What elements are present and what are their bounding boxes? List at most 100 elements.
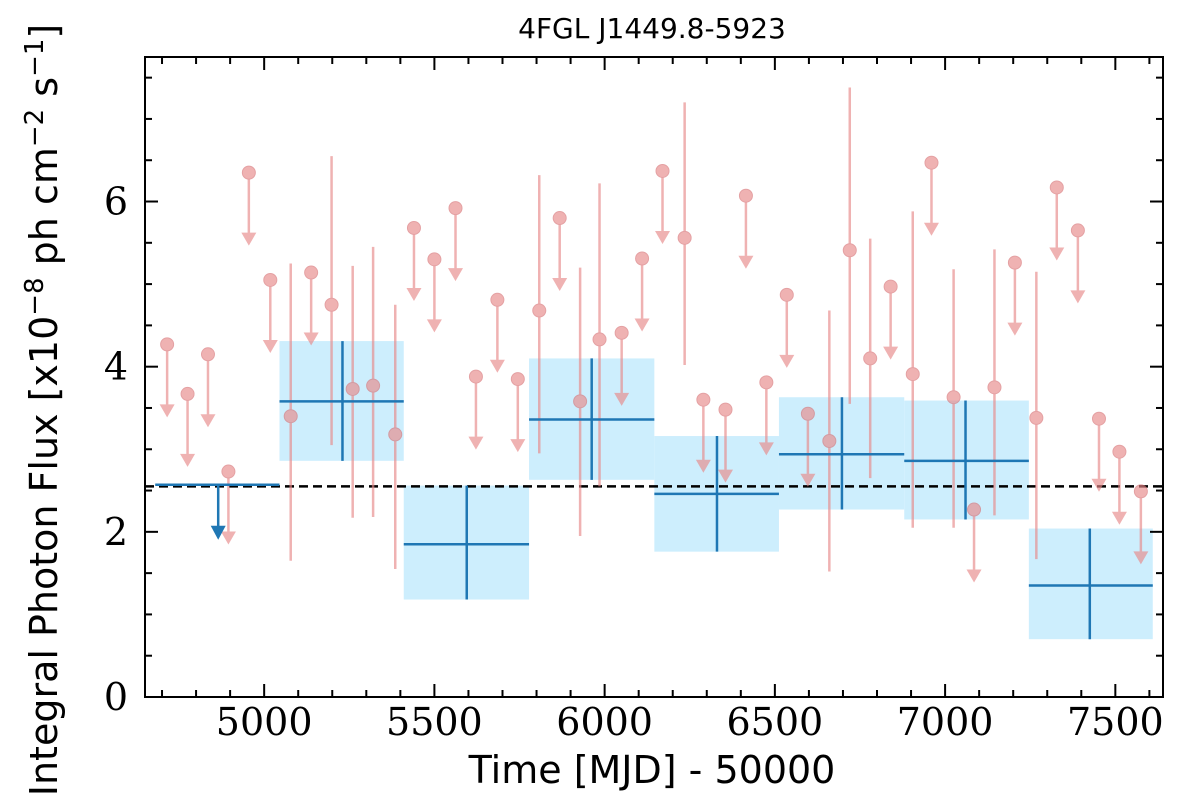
short-bin-upper-limit-arrow <box>448 268 464 282</box>
short-bin-upper-limit-point <box>510 372 525 387</box>
chart-title: 4FGL J1449.8-5923 <box>518 12 786 45</box>
short-bin-upper-limit-point <box>468 369 483 384</box>
short-bin-point <box>987 380 1002 395</box>
short-bin-upper-limit-point <box>427 252 442 267</box>
short-bin-upper-limit-point <box>635 251 650 266</box>
short-bin-upper-limit-arrow <box>303 332 319 346</box>
x-axis-ticks: 5000 5500 6000 6500 7000 7500 <box>161 57 1164 744</box>
short-bin-point <box>592 332 607 347</box>
short-bin-upper-limit-point <box>759 375 774 390</box>
y-axis-label-part: Integral Photon Flux [x10 <box>22 316 66 797</box>
x-tick-label: 5500 <box>386 700 483 744</box>
y-tick-label: 6 <box>104 180 128 224</box>
short-bin-upper-limit-arrow <box>655 230 671 244</box>
y-tick-label: 2 <box>104 510 128 554</box>
short-bin-upper-limit-arrow <box>1133 551 1149 565</box>
short-bin-upper-limit-arrow <box>406 287 422 301</box>
short-bin-upper-limit-arrow <box>159 404 175 418</box>
short-bin-point <box>388 427 403 442</box>
short-bin-upper-limit-point <box>1133 484 1148 499</box>
long-bin-upper-limit-arrow <box>210 525 226 540</box>
short-bin-upper-limit-point <box>1070 223 1085 238</box>
short-bin-upper-limit-point <box>696 392 711 407</box>
short-bin-upper-limit-arrow <box>779 354 795 368</box>
short-bin-point <box>863 351 878 366</box>
y-axis-label-exponent: −8 <box>20 277 50 315</box>
short-bin-upper-limit-arrow <box>200 414 216 428</box>
short-bin-upper-limit-point <box>614 325 629 340</box>
short-bin-upper-limit-arrow <box>800 473 816 487</box>
short-bin-upper-limit-arrow <box>634 318 650 332</box>
short-bin-upper-limit-point <box>406 220 421 235</box>
short-bin-upper-limit-arrow <box>883 346 899 360</box>
x-tick-label: 5000 <box>216 700 313 744</box>
short-bin-point <box>366 378 381 393</box>
short-bin-upper-limit-arrow <box>489 359 505 373</box>
short-bin-upper-limit-point <box>221 464 236 479</box>
axes-frame <box>144 56 1164 698</box>
short-bin-upper-limit-point <box>490 292 505 307</box>
short-bin-upper-limit-arrow <box>1049 247 1065 261</box>
short-bin-upper-limit-point <box>200 347 215 362</box>
x-tick-label: 6000 <box>556 700 653 744</box>
short-bin-upper-limit-point <box>552 211 567 226</box>
short-bin-upper-limit-point <box>1007 255 1022 270</box>
short-bin-upper-limit-arrow <box>552 278 568 292</box>
short-bin-upper-limit-point <box>1091 411 1106 426</box>
short-bin-upper-limit-point <box>263 272 278 287</box>
short-bin-point <box>324 297 339 312</box>
short-bin-upper-limit-point <box>304 265 319 280</box>
short-bin-upper-limit-arrow <box>614 392 630 406</box>
x-tick-label: 7000 <box>897 700 994 744</box>
short-bin-upper-limit-arrow <box>241 232 257 246</box>
short-bin-point <box>822 434 837 448</box>
y-axis-label-exponent: −2 <box>20 109 50 147</box>
short-bin-upper-limit-arrow <box>758 442 774 456</box>
short-bin-point <box>345 381 360 396</box>
short-bin-upper-limit-point <box>967 502 982 517</box>
short-bin-upper-limit-point <box>883 279 898 294</box>
short-bin-upper-limit-arrow <box>426 319 442 333</box>
short-bin-point <box>946 390 961 405</box>
short-bin-upper-limit-arrow <box>468 436 484 450</box>
y-tick-label: 0 <box>104 675 128 719</box>
short-bin-upper-limit-arrow <box>695 459 711 473</box>
short-bin-upper-limit-point <box>738 188 753 203</box>
short-bin-upper-limit-point <box>718 402 733 417</box>
short-bin-point <box>1029 410 1044 425</box>
y-tick-label: 4 <box>104 345 128 389</box>
short-bin-upper-limit-arrow <box>180 453 196 467</box>
plot-area: 5000 5500 6000 6500 7000 7500 0 2 4 6 <box>104 56 1164 744</box>
short-bin-point <box>905 367 920 382</box>
short-bin-upper-limit-point <box>779 287 794 302</box>
short-bin-upper-limit-arrow <box>966 569 982 583</box>
y-axis-label-part: s <box>22 77 66 109</box>
short-bin-upper-limit-point <box>800 406 815 421</box>
short-bin-upper-limit-arrow <box>1111 511 1127 525</box>
x-tick-label: 7500 <box>1067 700 1164 744</box>
short-bin-upper-limit-arrow <box>923 222 939 236</box>
short-bin-point <box>677 230 692 245</box>
short-bin-point <box>532 303 547 318</box>
y-axis-label-part: ] <box>22 24 66 39</box>
y-axis-label-exponent: −1 <box>20 39 50 77</box>
short-bin-upper-limit-arrow <box>1070 290 1086 304</box>
short-bin-point <box>283 409 298 424</box>
short-bin-upper-limit-point <box>924 155 939 170</box>
y-axis-label-part: ph cm <box>22 147 66 277</box>
short-bin-upper-limit-point <box>180 386 195 401</box>
short-bin-point <box>842 243 857 258</box>
short-bin-upper-limit-point <box>448 201 463 216</box>
short-bin-upper-limit-arrow <box>220 531 236 545</box>
short-bin-point <box>573 394 588 409</box>
short-bin-upper-limit-point <box>160 337 175 352</box>
x-tick-label: 6500 <box>727 700 824 744</box>
short-bin-upper-limit-arrow <box>717 469 733 483</box>
x-axis-label: Time [MJD] - 50000 <box>468 748 836 792</box>
short-bin-upper-limit-point <box>1049 180 1064 195</box>
short-bin-upper-limit-arrow <box>262 339 278 353</box>
short-bin-series <box>159 87 1149 583</box>
y-axis-ticks: 0 2 4 6 <box>104 76 1163 719</box>
short-bin-upper-limit-arrow <box>1007 322 1023 336</box>
short-bin-upper-limit-point <box>655 163 670 178</box>
